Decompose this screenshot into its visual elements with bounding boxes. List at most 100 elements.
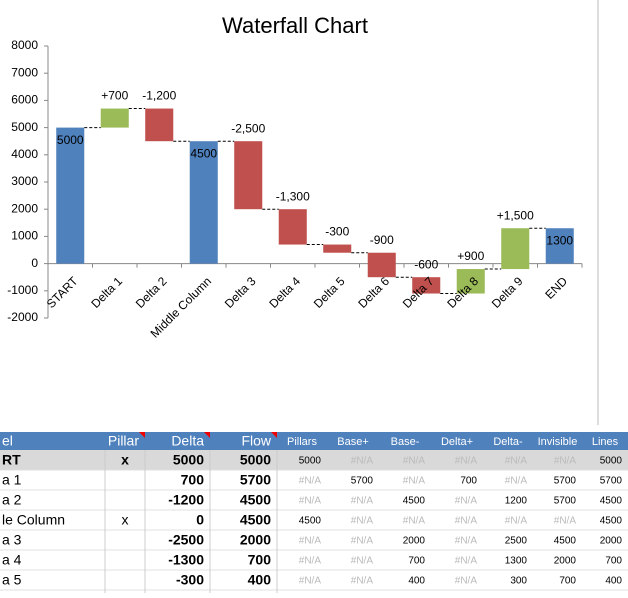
table-cell: 2000 — [240, 532, 271, 548]
table-cell: le Column — [2, 512, 65, 528]
data-label: -1,300 — [276, 189, 310, 203]
table-cell: 700 — [460, 476, 477, 487]
comment-marker — [139, 432, 145, 438]
comment-marker — [204, 432, 210, 438]
table-header: Delta- — [493, 436, 523, 448]
data-label: -1,200 — [142, 89, 176, 103]
bar — [501, 228, 530, 270]
table-cell: #N/A — [403, 476, 426, 487]
bar — [545, 228, 574, 264]
table-header: Delta+ — [441, 436, 473, 448]
table-cell: 2000 — [600, 536, 623, 547]
y-tick-label: 8000 — [11, 38, 38, 52]
table-header: Flow — [241, 433, 271, 449]
table-cell: 0 — [196, 512, 204, 528]
table-cell: #N/A — [505, 516, 528, 527]
table-cell: 5700 — [554, 496, 577, 507]
data-label: -300 — [325, 225, 349, 239]
table-cell: #N/A — [299, 476, 322, 487]
table-cell: #N/A — [299, 556, 322, 567]
table-cell: -300 — [176, 572, 204, 588]
table-cell: a 3 — [2, 532, 22, 548]
table-cell: #N/A — [403, 456, 426, 467]
y-tick-label: -2000 — [7, 310, 38, 324]
table-cell: #N/A — [299, 576, 322, 587]
table-cell: 2000 — [554, 556, 577, 567]
y-tick-label: 4000 — [11, 147, 38, 161]
table-cell: -2500 — [168, 532, 204, 548]
bar — [278, 209, 307, 245]
table-cell: #N/A — [351, 536, 374, 547]
table-header: Base+ — [337, 436, 369, 448]
table-cell: #N/A — [351, 456, 374, 467]
table-cell: #N/A — [351, 556, 374, 567]
table-cell: 1300 — [505, 556, 528, 567]
table-cell: -1200 — [168, 492, 204, 508]
table-cell: #N/A — [455, 456, 478, 467]
bar — [367, 252, 396, 278]
table-cell: 5000 — [240, 452, 271, 468]
table-cell: 4500 — [600, 516, 623, 527]
table-cell: 4500 — [299, 516, 322, 527]
table-cell: #N/A — [554, 516, 577, 527]
table-cell: x — [122, 512, 129, 528]
table-cell: #N/A — [455, 556, 478, 567]
bar — [456, 269, 485, 294]
table-cell: #N/A — [351, 516, 374, 527]
data-label: +1,500 — [497, 208, 534, 222]
table-cell: 700 — [408, 556, 425, 567]
y-tick-label: 7000 — [11, 65, 38, 79]
table-cell: #N/A — [299, 496, 322, 507]
table-cell: x — [121, 452, 129, 468]
table-cell: 4500 — [600, 496, 623, 507]
table-header: Delta — [171, 433, 204, 449]
bar — [412, 277, 441, 294]
y-tick-label: 2000 — [11, 201, 38, 215]
table-cell: 5000 — [600, 456, 623, 467]
table-cell: #N/A — [299, 536, 322, 547]
table-header: Invisible — [538, 436, 578, 448]
y-tick-label: 1000 — [11, 229, 38, 243]
y-tick-label: -1000 — [7, 283, 38, 297]
table-cell: a 5 — [2, 572, 22, 588]
table-cell: 700 — [559, 576, 576, 587]
table-cell: 1200 — [505, 496, 528, 507]
table-cell: 5700 — [554, 476, 577, 487]
table-cell: RT — [2, 452, 21, 468]
data-label: 4500 — [190, 146, 217, 160]
table-cell: #N/A — [403, 516, 426, 527]
table-cell: a 4 — [2, 552, 22, 568]
table-cell: #N/A — [505, 456, 528, 467]
data-label: 1300 — [546, 233, 573, 247]
table-cell: #N/A — [455, 536, 478, 547]
bar — [323, 244, 352, 253]
data-label: 5000 — [57, 133, 84, 147]
table-cell: 300 — [510, 576, 527, 587]
data-label: -2,500 — [231, 121, 265, 135]
table-cell: 5700 — [240, 472, 271, 488]
table-cell: -1300 — [168, 552, 204, 568]
table-header: el — [2, 433, 13, 449]
table-cell: a 2 — [2, 492, 22, 508]
table-header: Pillars — [287, 436, 317, 448]
bar — [100, 108, 129, 128]
table-cell: 5700 — [351, 476, 374, 487]
table-cell: 700 — [181, 472, 205, 488]
data-label: +700 — [101, 89, 128, 103]
table-cell: 400 — [605, 576, 622, 587]
y-tick-label: 6000 — [11, 93, 38, 107]
bar — [189, 141, 218, 264]
data-label: -600 — [414, 257, 438, 271]
y-tick-label: 0 — [31, 256, 38, 270]
table-cell: 400 — [248, 572, 272, 588]
table-header: Lines — [592, 436, 619, 448]
table-header: Pillar — [108, 433, 139, 449]
table-cell: 4500 — [240, 512, 271, 528]
table-cell: #N/A — [351, 496, 374, 507]
y-tick-label: 3000 — [11, 174, 38, 188]
table-cell: 5000 — [173, 452, 204, 468]
data-label: -900 — [370, 233, 394, 247]
table-cell: 2000 — [403, 536, 426, 547]
bar — [234, 141, 263, 210]
